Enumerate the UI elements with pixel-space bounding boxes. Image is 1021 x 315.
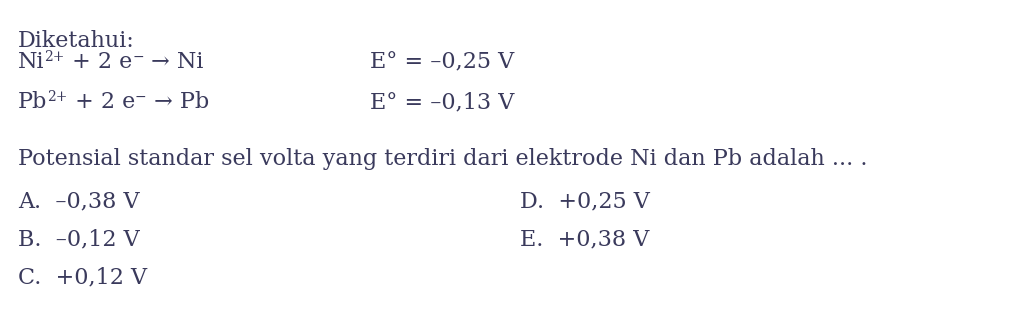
Text: Potensial standar sel volta yang terdiri dari elektrode Ni dan Pb adalah ... .: Potensial standar sel volta yang terdiri… [18,148,868,170]
Text: E° = –0,13 V: E° = –0,13 V [370,91,515,113]
Text: B.  –0,12 V: B. –0,12 V [18,228,140,250]
Text: Pb: Pb [18,91,47,113]
Text: E° = –0,25 V: E° = –0,25 V [370,51,515,73]
Text: −: − [132,50,144,64]
Text: → Pb: → Pb [147,91,209,113]
Text: A.  –0,38 V: A. –0,38 V [18,190,140,212]
Text: + 2 e: + 2 e [67,91,135,113]
Text: → Ni: → Ni [144,51,203,73]
Text: 2+: 2+ [45,50,65,64]
Text: D.  +0,25 V: D. +0,25 V [520,190,650,212]
Text: + 2 e: + 2 e [65,51,132,73]
Text: Diketahui:: Diketahui: [18,30,135,52]
Text: −: − [135,90,147,104]
Text: 2+: 2+ [47,90,67,104]
Text: E.  +0,38 V: E. +0,38 V [520,228,649,250]
Text: C.  +0,12 V: C. +0,12 V [18,266,147,288]
Text: Ni: Ni [18,51,45,73]
